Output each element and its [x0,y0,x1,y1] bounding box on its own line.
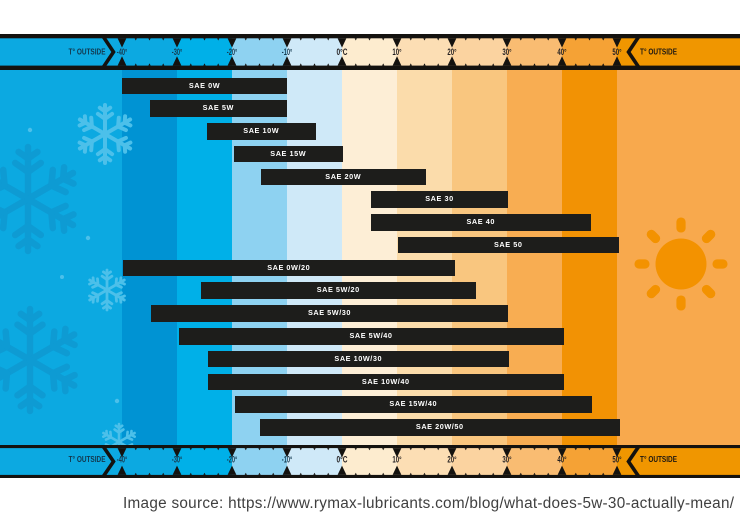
svg-text:T° OUTSIDE: T° OUTSIDE [640,455,678,464]
svg-text:-30°: -30° [172,454,183,464]
svg-text:20°: 20° [447,454,456,464]
svg-text:10°: 10° [392,47,401,57]
svg-text:-20°: -20° [227,47,238,57]
svg-text:40°: 40° [557,47,566,57]
svg-text:20°: 20° [447,47,456,57]
svg-text:30°: 30° [502,47,511,57]
svg-text:T° OUTSIDE: T° OUTSIDE [69,455,107,464]
svg-text:50°: 50° [612,454,621,464]
svg-text:0°C: 0°C [337,47,348,57]
svg-text:40°: 40° [557,454,566,464]
svg-text:0°C: 0°C [337,454,348,464]
svg-text:-40°: -40° [117,454,128,464]
svg-text:-10°: -10° [282,454,293,464]
svg-text:-40°: -40° [117,47,128,57]
svg-text:-30°: -30° [172,47,183,57]
svg-text:-20°: -20° [227,454,238,464]
svg-text:T° OUTSIDE: T° OUTSIDE [69,48,107,57]
svg-text:10°: 10° [392,454,401,464]
svg-text:30°: 30° [502,454,511,464]
svg-text:-10°: -10° [282,47,293,57]
svg-text:T° OUTSIDE: T° OUTSIDE [640,48,678,57]
svg-text:50°: 50° [612,47,621,57]
